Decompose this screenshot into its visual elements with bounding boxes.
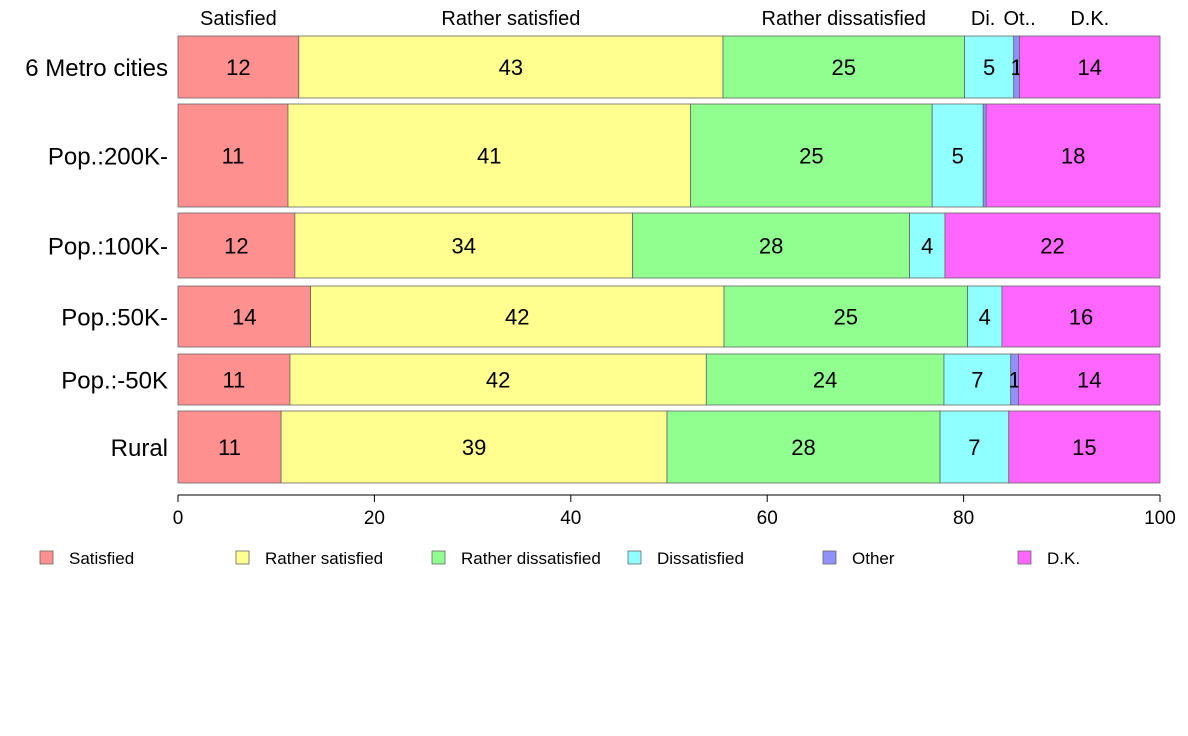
data-label-satisfied-pop-200k: 11	[222, 144, 245, 169]
bar-segment-d-k-6-metro-cities	[1019, 35, 1161, 99]
legend-label-d-k: D.K.	[1047, 549, 1080, 568]
legend-swatch-dissatisfied	[627, 550, 642, 565]
data-label-dissatisfied-6-metro-cities: 5	[983, 55, 995, 80]
data-label-satisfied-pop-100k: 12	[224, 234, 248, 259]
data-label-rather-satisfied-rural: 39	[462, 435, 486, 460]
bar-segment-satisfied-pop-200k	[177, 103, 289, 208]
legend-label-rather-satisfied: Rather satisfied	[265, 549, 383, 568]
bar-segment-dissatisfied-pop-100k	[909, 212, 946, 279]
column-header-d-k: D.K.	[1070, 8, 1109, 30]
x-tick-label-60: 60	[757, 508, 778, 529]
bar-segment-d-k-pop-100k	[944, 212, 1161, 279]
row-label-pop-200k: Pop.:200K-	[48, 144, 168, 171]
data-label-satisfied-rural: 11	[218, 435, 241, 460]
data-label-rather-satisfied-pop-100k: 34	[452, 234, 476, 259]
bar-segment-rather-dissatisfied-pop-200k	[690, 103, 933, 208]
x-tick-label-80: 80	[953, 508, 974, 529]
bar-segment-satisfied-pop-50k	[177, 285, 311, 348]
data-label-d-k-rural: 15	[1072, 435, 1096, 460]
bar-segment-satisfied-rural	[177, 410, 282, 484]
bar-segment-satisfied-pop-100k	[177, 212, 296, 279]
bar-segment-dissatisfied-pop-50k	[967, 285, 1003, 348]
data-label-satisfied-pop-50k: 14	[232, 305, 256, 330]
bar-segment-satisfied-6-metro-cities	[177, 35, 300, 99]
row-label-pop-50k: Pop.:-50K	[61, 368, 168, 395]
column-header-satisfied: Satisfied	[200, 8, 277, 30]
data-label-dissatisfied-rural: 7	[968, 435, 980, 460]
data-label-other-pop-50k: 1	[1009, 368, 1021, 393]
bar-segment-dissatisfied-pop-50k	[943, 353, 1012, 406]
data-label-rather-dissatisfied-6-metro-cities: 25	[832, 55, 856, 80]
bar-segment-rather-dissatisfied-rural	[666, 410, 941, 484]
row-label-pop-100k: Pop.:100K-	[48, 234, 168, 261]
legend-label-dissatisfied: Dissatisfied	[657, 549, 744, 568]
bar-segment-rather-satisfied-pop-200k	[287, 103, 692, 208]
x-axis: 0 20 40 60 80 100	[173, 494, 1176, 529]
legend-swatch-d-k	[1017, 550, 1032, 565]
legend-label-other: Other	[852, 549, 895, 568]
bar-segment-rather-satisfied-pop-50k	[310, 285, 725, 348]
bar-segment-rather-satisfied-pop-50k	[289, 353, 707, 406]
bar-segment-rather-dissatisfied-pop-50k	[705, 353, 945, 406]
x-tick-label-40: 40	[560, 508, 581, 529]
column-header-rather-satisfied: Rather satisfied	[441, 8, 580, 30]
row-label-6-metro-cities: 6 Metro cities	[25, 55, 168, 82]
data-label-rather-satisfied-pop-50k: 42	[486, 368, 510, 393]
data-label-rather-satisfied-6-metro-cities: 43	[499, 55, 523, 80]
legend-swatch-rather-satisfied	[235, 550, 250, 565]
legend-swatch-other	[822, 550, 837, 565]
legend-label-satisfied: Satisfied	[69, 549, 134, 568]
column-headers: Satisfied Rather satisfied Rather dissatis…	[200, 8, 1109, 30]
data-label-d-k-pop-50k: 16	[1069, 305, 1093, 330]
data-label-d-k-6-metro-cities: 14	[1078, 55, 1102, 80]
column-header-ot: Ot..	[1004, 8, 1036, 30]
data-label-rather-dissatisfied-pop-100k: 28	[759, 234, 783, 259]
bar-segment-rather-satisfied-rural	[280, 410, 668, 484]
data-label-dissatisfied-pop-50k: 4	[979, 305, 991, 330]
bar-segment-dissatisfied-pop-200k	[931, 103, 984, 208]
bar-segment-dissatisfied-6-metro-cities	[964, 35, 1015, 99]
data-label-d-k-pop-100k: 22	[1040, 234, 1064, 259]
bar-segment-d-k-rural	[1008, 410, 1161, 484]
data-label-rather-dissatisfied-pop-200k: 25	[799, 144, 823, 169]
bar-segment-d-k-pop-50k	[1001, 285, 1161, 348]
row-labels: 6 Metro cities Pop.:200K- Pop.:100K- Pop.:5…	[25, 55, 168, 462]
bar-segment-d-k-pop-200k	[985, 103, 1161, 208]
bar-segment-rather-dissatisfied-6-metro-cities	[722, 35, 965, 99]
bar-segment-rather-satisfied-pop-100k	[294, 212, 634, 279]
data-label-rather-satisfied-pop-50k: 42	[505, 305, 529, 330]
row-label-rural: Rural	[111, 435, 168, 462]
data-label-rather-dissatisfied-pop-50k: 24	[813, 368, 837, 393]
data-label-dissatisfied-pop-200k: 5	[952, 144, 964, 169]
bar-segment-rather-dissatisfied-pop-50k	[723, 285, 968, 348]
legend-swatch-satisfied	[39, 550, 54, 565]
data-label-d-k-pop-200k: 18	[1061, 144, 1085, 169]
data-label-dissatisfied-pop-100k: 4	[921, 234, 933, 259]
legend-swatch-rather-dissatisfied	[431, 550, 446, 565]
row-label-pop-50k: Pop.:50K-	[61, 305, 168, 332]
data-label-rather-dissatisfied-rural: 28	[791, 435, 815, 460]
bar-segment-other-pop-200k	[982, 103, 987, 208]
x-tick-label-20: 20	[364, 508, 385, 529]
data-label-satisfied-pop-50k: 11	[223, 368, 246, 393]
bar-segment-d-k-pop-50k	[1018, 353, 1161, 406]
data-label-rather-satisfied-pop-200k: 41	[477, 144, 501, 169]
x-tick-label-100: 100	[1144, 508, 1176, 529]
column-header-di: Di.	[971, 8, 995, 30]
legend: Satisfied Rather satisfied Rather dissatis…	[39, 549, 1080, 568]
column-header-rather-dissatisfied: Rather dissatisfied	[762, 8, 927, 30]
legend-label-rather-dissatisfied: Rather dissatisfied	[461, 549, 601, 568]
data-label-satisfied-6-metro-cities: 12	[226, 55, 250, 80]
data-label-dissatisfied-pop-50k: 7	[971, 368, 983, 393]
bar-segment-rather-satisfied-6-metro-cities	[298, 35, 724, 99]
data-label-rather-dissatisfied-pop-50k: 25	[834, 305, 858, 330]
data-label-d-k-pop-50k: 14	[1077, 368, 1101, 393]
bar-segment-rather-dissatisfied-pop-100k	[632, 212, 910, 279]
x-tick-label-0: 0	[173, 508, 184, 529]
